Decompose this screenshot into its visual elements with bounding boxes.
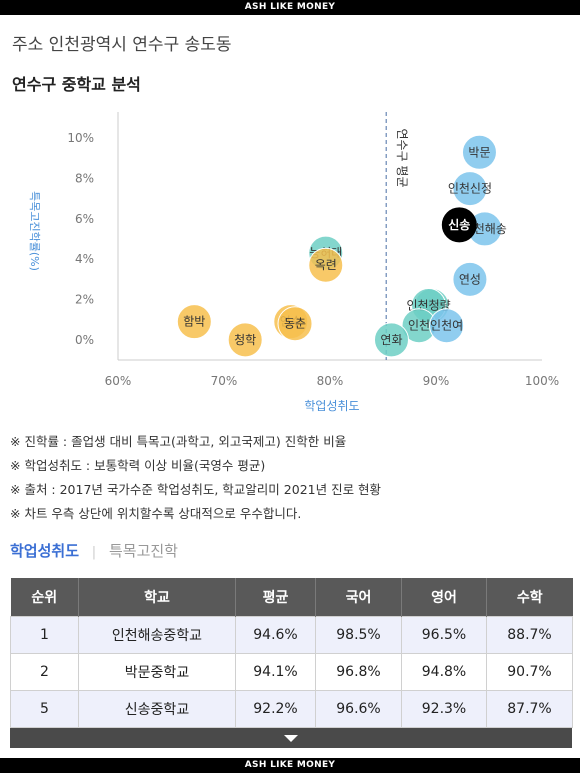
reference-line-group: 연수구 평균 xyxy=(385,112,409,360)
bottom-brand-bar: ASH LIKE MONEY xyxy=(0,758,580,773)
data-point[interactable]: 인천신정 xyxy=(448,171,492,207)
cell-english: 94.8% xyxy=(401,653,487,691)
data-point-label: 인천 xyxy=(408,318,430,333)
cell-school: 박문중학교 xyxy=(78,653,236,691)
cell-math: 88.7% xyxy=(486,616,573,654)
bottom-brand-text: ASH LIKE MONEY xyxy=(244,760,336,770)
x-tick-label: 60% xyxy=(105,374,132,388)
cell-average: 92.2% xyxy=(235,690,316,728)
data-point-marker xyxy=(227,322,263,358)
reference-line-label: 연수구 평균 xyxy=(395,128,409,187)
data-point[interactable]: 연성 xyxy=(452,261,488,297)
ranking-table-wrapper: 순위 학교 평균 국어 영어 수학 1 인천해송중학교 94.6% 98.5% … xyxy=(10,578,573,748)
cell-korean: 96.8% xyxy=(315,653,402,691)
tab-special-high-school[interactable]: 특목고진학 xyxy=(108,542,178,560)
cell-average: 94.6% xyxy=(235,616,316,654)
data-point[interactable]: 연화 xyxy=(373,322,409,358)
data-point-label: 신송 xyxy=(448,217,470,232)
data-point-label: 동춘 xyxy=(284,317,306,331)
cell-korean: 98.5% xyxy=(315,616,402,654)
col-header-english: 영어 xyxy=(401,578,487,617)
cell-english: 96.5% xyxy=(401,616,487,654)
data-point[interactable]: 동춘 xyxy=(277,306,313,342)
cell-math: 87.7% xyxy=(486,690,573,728)
data-point-marker xyxy=(441,207,477,243)
col-header-korean: 국어 xyxy=(315,578,402,617)
ranking-tabs: 학업성취도 | 특목고진학 xyxy=(10,540,178,561)
address-line: 주소 인천광역시 연수구 송도동 xyxy=(12,35,232,55)
data-point[interactable]: 청학 xyxy=(227,322,263,358)
cell-english: 92.3% xyxy=(401,690,487,728)
tab-separator: | xyxy=(91,545,97,560)
cell-rank: 5 xyxy=(10,690,79,728)
section-title: 연수구 중학교 분석 xyxy=(12,75,141,94)
x-tick-label: 70% xyxy=(211,374,238,388)
note-advance-rate: ※ 진학률 : 졸업생 대비 특목고(과학고, 외고국제고) 진학한 비율 xyxy=(10,434,347,449)
data-point-marker xyxy=(277,306,313,342)
note-chart-hint: ※ 차트 우측 상단에 위치할수록 상대적으로 우수합니다. xyxy=(10,506,302,521)
y-tick-label: 0% xyxy=(75,333,94,347)
note-source: ※ 출처 : 2017년 국가수준 학업성취도, 학교알리미 2021년 진로 … xyxy=(10,482,382,497)
cell-average: 94.1% xyxy=(235,653,316,691)
data-point-marker xyxy=(176,304,212,340)
data-point-marker xyxy=(452,171,488,207)
col-header-rank: 순위 xyxy=(10,578,79,617)
data-point-label: 함박 xyxy=(183,315,205,329)
y-tick-label: 4% xyxy=(75,252,94,266)
chart-grid xyxy=(117,112,542,361)
cell-math: 90.7% xyxy=(486,653,573,691)
y-tick-label: 10% xyxy=(67,131,94,145)
col-header-math: 수학 xyxy=(486,578,573,617)
x-tick-label: 80% xyxy=(317,374,344,388)
data-point-label: 인천여 xyxy=(430,318,463,333)
note-achievement: ※ 학업성취도 : 보통학력 이상 비율(국영수 평균) xyxy=(10,458,266,473)
y-tick-label: 8% xyxy=(75,172,94,186)
scatter-chart: 연수구 평균 박문인천신정인천해송신송연성능허대옥련함박연수동춘청학신정인천청량… xyxy=(28,112,559,413)
data-point-marker xyxy=(461,134,497,170)
data-point-label: 연성 xyxy=(459,272,481,286)
table-header-row: 순위 학교 평균 국어 영어 수학 xyxy=(10,578,573,617)
data-point-marker xyxy=(452,261,488,297)
cell-korean: 96.6% xyxy=(315,690,402,728)
data-point-label: 인천신정 xyxy=(448,181,492,196)
ranking-table: 순위 학교 평균 국어 영어 수학 1 인천해송중학교 94.6% 98.5% … xyxy=(10,578,573,728)
data-point[interactable]: 박문 xyxy=(461,134,497,170)
top-brand-bar: ASH LIKE MONEY xyxy=(0,0,580,15)
y-tick-label: 6% xyxy=(75,212,94,226)
data-point-marker xyxy=(429,308,465,344)
data-point-marker xyxy=(308,247,344,283)
x-tick-label: 100% xyxy=(525,374,559,388)
chart-points: 박문인천신정인천해송신송연성능허대옥련함박연수동춘청학신정인천청량인천인천여연화 xyxy=(176,134,507,358)
y-axis-title: 특목고진학률(%) xyxy=(28,191,41,271)
show-more-button[interactable] xyxy=(10,728,572,748)
table-row: 2 박문중학교 94.1% 96.8% 94.8% 90.7% xyxy=(10,653,573,691)
top-brand-text: ASH LIKE MONEY xyxy=(244,2,336,12)
data-point-label: 연화 xyxy=(380,333,402,347)
data-point-label: 청학 xyxy=(234,333,256,347)
cell-rank: 1 xyxy=(10,616,79,654)
table-row: 1 인천해송중학교 94.6% 98.5% 96.5% 88.7% xyxy=(10,616,573,654)
y-tick-label: 2% xyxy=(75,293,94,307)
chart-axis-labels: 0% 2% 4% 6% 8% 10% 60% 70% 80% 90% 100% 학업성취도 특목고진학률… xyxy=(28,131,559,413)
data-point[interactable]: 신송 xyxy=(441,207,477,243)
chevron-down-icon xyxy=(284,734,298,742)
cell-school: 신송중학교 xyxy=(78,690,236,728)
x-axis-title: 학업성취도 xyxy=(304,399,359,413)
data-point-marker xyxy=(373,322,409,358)
col-header-school: 학교 xyxy=(78,578,236,617)
data-point[interactable]: 함박 xyxy=(176,304,212,340)
table-row: 5 신송중학교 92.2% 96.6% 92.3% 87.7% xyxy=(10,690,573,728)
data-point-label: 옥련 xyxy=(315,258,337,272)
col-header-average: 평균 xyxy=(235,578,316,617)
data-point[interactable]: 인천여 xyxy=(429,308,465,344)
cell-school: 인천해송중학교 xyxy=(78,616,236,654)
data-point-label: 박문 xyxy=(468,145,490,159)
chart-notes: ※ 진학률 : 졸업생 대비 특목고(과학고, 외고국제고) 진학한 비율 ※ … xyxy=(10,430,381,526)
x-tick-label: 90% xyxy=(423,374,450,388)
tab-achievement[interactable]: 학업성취도 xyxy=(10,542,80,560)
cell-rank: 2 xyxy=(10,653,79,691)
data-point[interactable]: 옥련 xyxy=(308,247,344,283)
